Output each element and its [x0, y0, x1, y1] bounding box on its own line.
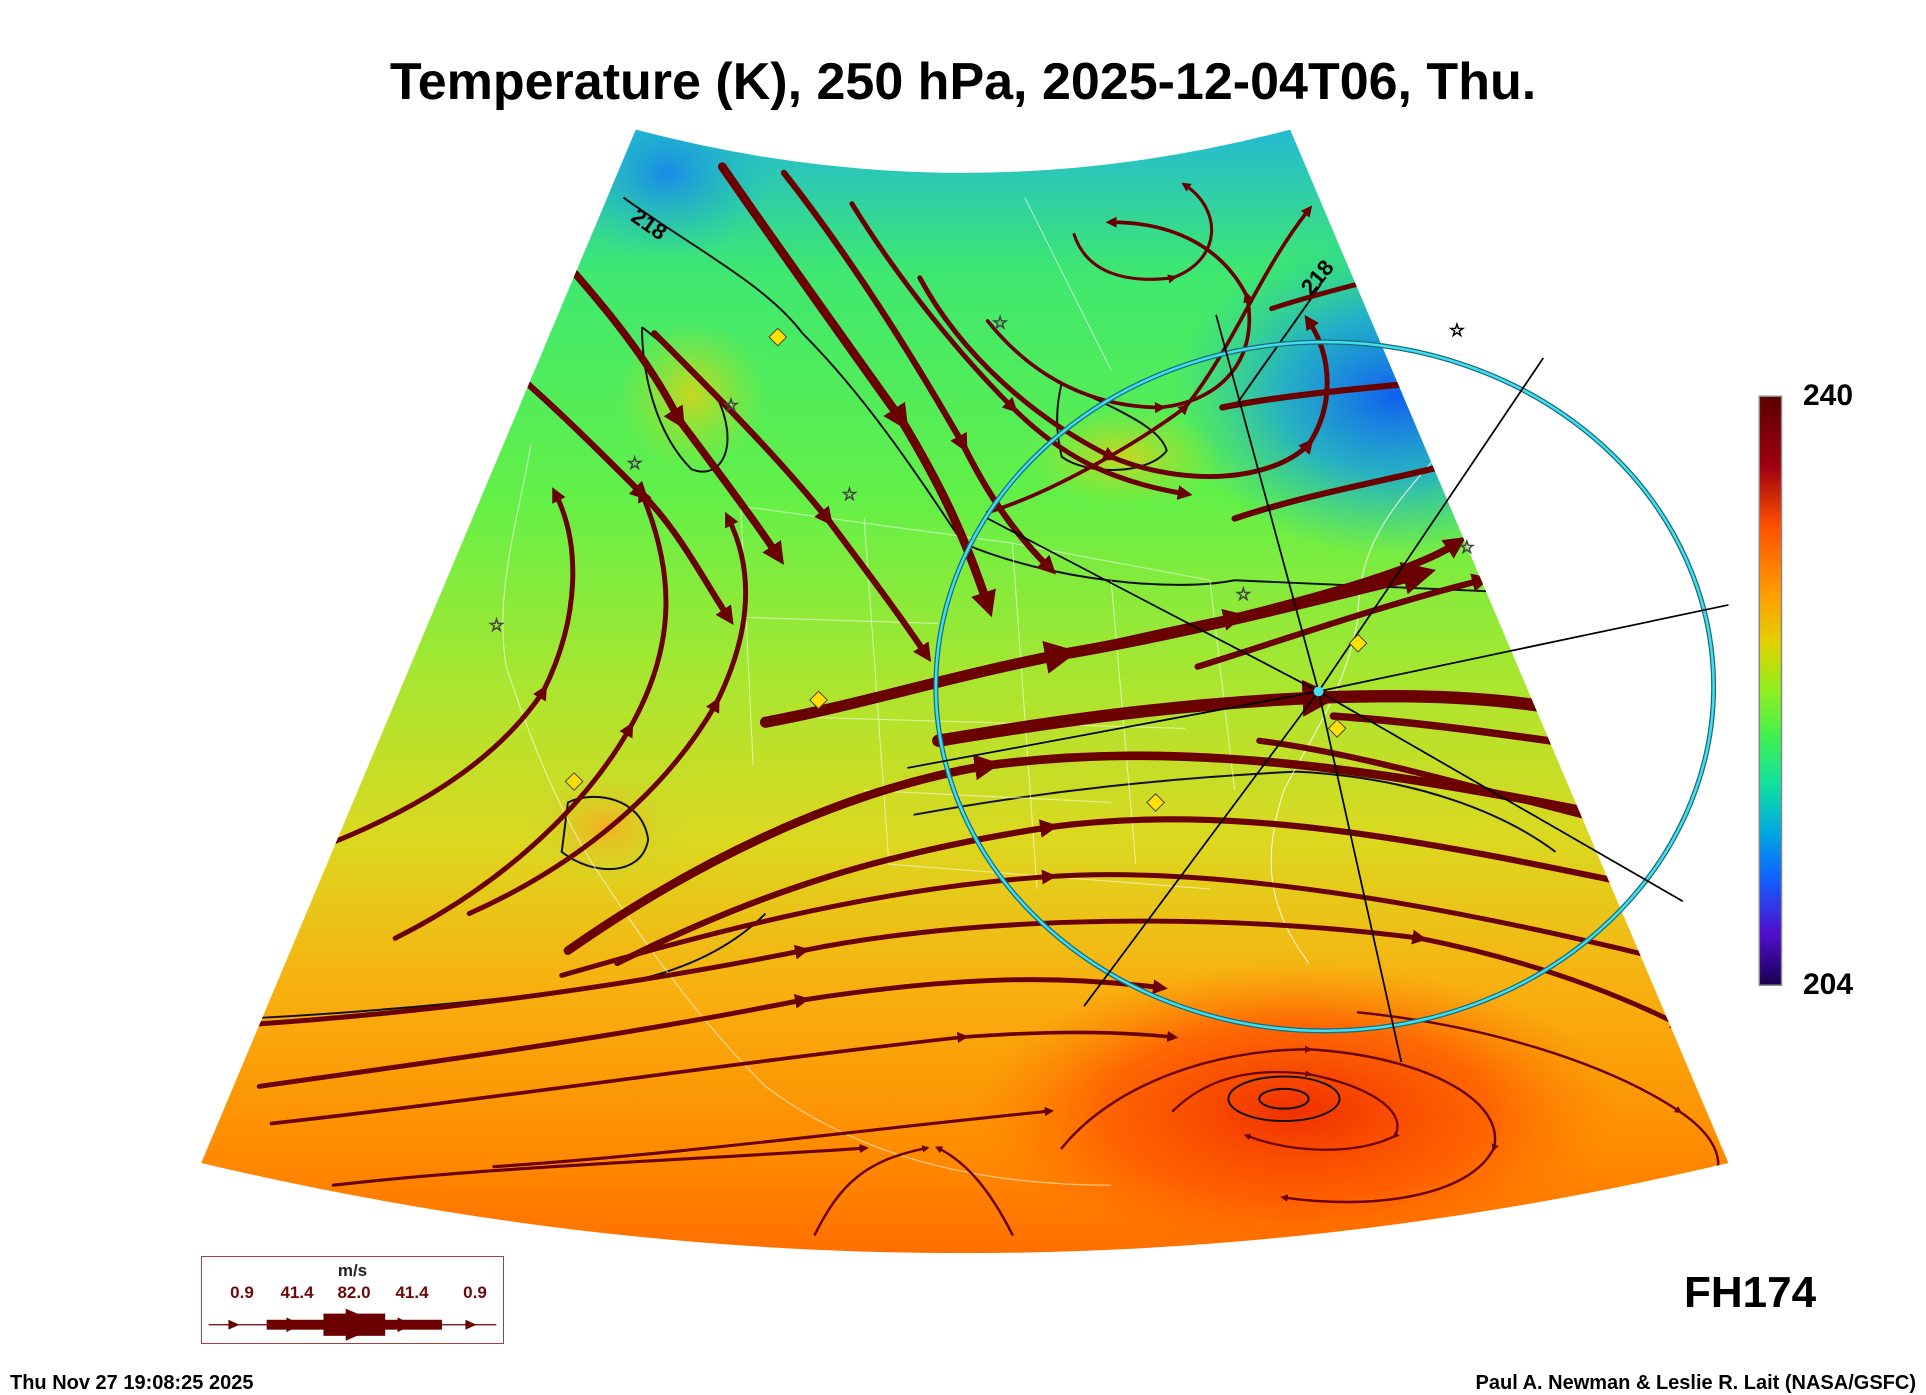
legend-value: 0.9	[463, 1283, 487, 1302]
streamline-legend-graphic	[208, 1308, 497, 1341]
colorbar-min-label: 204	[1803, 968, 1854, 1001]
footer-timestamp: Thu Nov 27 19:08:25 2025	[10, 1372, 254, 1394]
radial-lines	[907, 314, 1729, 1062]
svg-text:☆: ☆	[842, 484, 857, 504]
jet-core	[932, 679, 1587, 747]
svg-text:☆: ☆	[723, 395, 738, 415]
legend-value: 41.4	[395, 1283, 429, 1302]
legend-value: 0.9	[230, 1283, 254, 1302]
forecast-hour: FH174	[1684, 1268, 1817, 1317]
temperature-field	[201, 129, 1729, 1254]
star-markers: ☆ ☆ ☆ ☆ ☆ ☆ ☆ ☆	[488, 312, 1475, 635]
legend-value: 82.0	[337, 1283, 371, 1302]
speed-legend: m/s 0.9 41.4 82.0 41.4 0.9	[201, 1256, 504, 1344]
legend-value: 41.4	[280, 1283, 314, 1302]
chart-title: Temperature (K), 250 hPa, 2025-12-04T06,…	[389, 53, 1537, 111]
station-markers: ☆ ☆ ☆ ☆ ☆ ☆ ☆ ☆	[488, 312, 1475, 812]
svg-text:☆: ☆	[627, 453, 642, 473]
svg-text:☆: ☆	[1236, 584, 1251, 604]
legend-unit: m/s	[337, 1261, 368, 1280]
svg-text:☆: ☆	[1459, 537, 1474, 557]
diamond-markers	[564, 327, 1368, 812]
range-circle	[907, 314, 1729, 1062]
footer-credit: Paul A. Newman & Leslie R. Lait (NASA/GS…	[1475, 1372, 1916, 1394]
center-marker	[1313, 686, 1324, 697]
svg-text:☆: ☆	[992, 312, 1007, 332]
colorbar	[1758, 395, 1783, 986]
svg-text:☆: ☆	[1449, 320, 1464, 340]
svg-text:☆: ☆	[489, 615, 504, 635]
colorbar-max-label: 240	[1803, 379, 1854, 412]
